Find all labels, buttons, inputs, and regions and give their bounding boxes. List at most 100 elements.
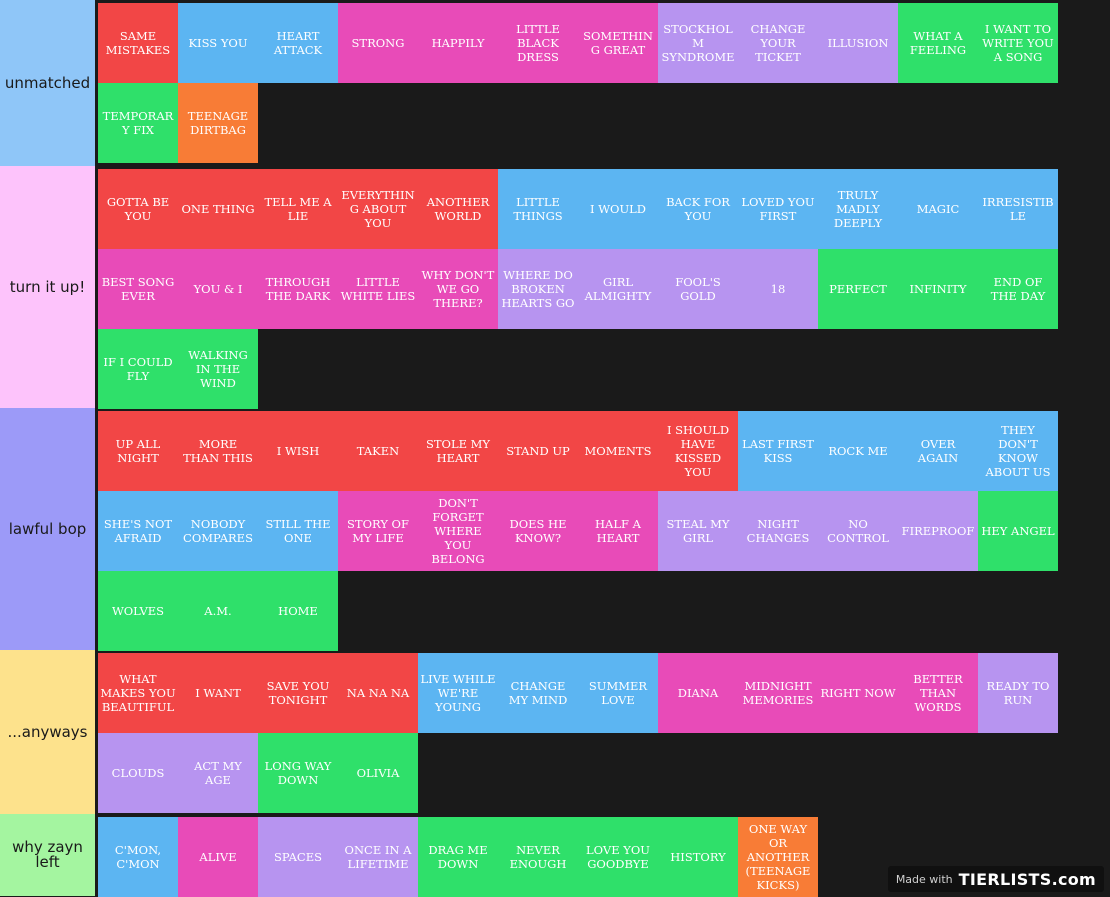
song-tile[interactable]: ONCE IN A LIFETIME	[338, 817, 418, 897]
song-tile[interactable]: UP ALL NIGHT	[98, 411, 178, 491]
song-tile[interactable]: SOMETHING GREAT	[578, 3, 658, 83]
song-tile[interactable]: WHERE DO BROKEN HEARTS GO	[498, 249, 578, 329]
song-tile[interactable]: KISS YOU	[178, 3, 258, 83]
song-tile[interactable]: BETTER THAN WORDS	[898, 653, 978, 733]
song-tile[interactable]: MORE THAN THIS	[178, 411, 258, 491]
song-tile[interactable]: ALIVE	[178, 817, 258, 897]
tier-label[interactable]: unmatched	[0, 0, 95, 166]
song-tile[interactable]: ANOTHER WORLD	[418, 169, 498, 249]
song-tile[interactable]: PERFECT	[818, 249, 898, 329]
song-tile[interactable]: 18	[738, 249, 818, 329]
song-tile[interactable]: RIGHT NOW	[818, 653, 898, 733]
song-tile[interactable]: WHAT A FEELING	[898, 3, 978, 83]
song-tile[interactable]: CHANGE YOUR TICKET	[738, 3, 818, 83]
song-tile[interactable]: SHE'S NOT AFRAID	[98, 491, 178, 571]
song-tile[interactable]: YOU & I	[178, 249, 258, 329]
song-tile[interactable]: STOLE MY HEART	[418, 411, 498, 491]
song-tile[interactable]: FIREPROOF	[898, 491, 978, 571]
song-tile[interactable]: LIVE WHILE WE'RE YOUNG	[418, 653, 498, 733]
song-tile[interactable]: TELL ME A LIE	[258, 169, 338, 249]
song-tile[interactable]: HEART ATTACK	[258, 3, 338, 83]
song-tile[interactable]: WOLVES	[98, 571, 178, 651]
song-tile[interactable]: WHAT MAKES YOU BEAUTIFUL	[98, 653, 178, 733]
song-tile[interactable]: SAME MISTAKES	[98, 3, 178, 83]
song-tile[interactable]: STRONG	[338, 3, 418, 83]
tier-items: WHAT MAKES YOU BEAUTIFUL I WANT SAVE YOU T…	[95, 650, 1110, 814]
song-tile[interactable]: I WISH	[258, 411, 338, 491]
song-tile[interactable]: HAPPILY	[418, 3, 498, 83]
song-tile[interactable]: STAND UP	[498, 411, 578, 491]
song-tile[interactable]: STOCKHOLM SYNDROME	[658, 3, 738, 83]
song-tile[interactable]: LOVE YOU GOODBYE	[578, 817, 658, 897]
song-tile[interactable]: BACK FOR YOU	[658, 169, 738, 249]
song-tile[interactable]: READY TO RUN	[978, 653, 1058, 733]
song-tile[interactable]: IF I COULD FLY	[98, 329, 178, 409]
song-tile[interactable]: DIANA	[658, 653, 738, 733]
song-tile[interactable]: NIGHT CHANGES	[738, 491, 818, 571]
song-tile[interactable]: IRRESISTIBLE	[978, 169, 1058, 249]
song-tile[interactable]: WHY DON'T WE GO THERE?	[418, 249, 498, 329]
song-tile[interactable]: CLOUDS	[98, 733, 178, 813]
song-tile[interactable]: GIRL ALMIGHTY	[578, 249, 658, 329]
song-tile[interactable]: LITTLE THINGS	[498, 169, 578, 249]
song-tile[interactable]: FOOL'S GOLD	[658, 249, 738, 329]
song-tile[interactable]: INFINITY	[898, 249, 978, 329]
song-tile[interactable]: LITTLE WHITE LIES	[338, 249, 418, 329]
song-tile[interactable]: MAGIC	[898, 169, 978, 249]
tier-label[interactable]: turn it up!	[0, 166, 95, 408]
song-tile[interactable]: THROUGH THE DARK	[258, 249, 338, 329]
song-tile[interactable]: ROCK ME	[818, 411, 898, 491]
song-tile[interactable]: BEST SONG EVER	[98, 249, 178, 329]
song-tile[interactable]: SUMMER LOVE	[578, 653, 658, 733]
song-tile[interactable]: DOES HE KNOW?	[498, 491, 578, 571]
song-tile[interactable]: I WANT	[178, 653, 258, 733]
song-tile[interactable]: ILLUSION	[818, 3, 898, 83]
song-tile[interactable]: MOMENTS	[578, 411, 658, 491]
tier-label[interactable]: ...anyways	[0, 650, 95, 814]
song-tile[interactable]: EVERYTHING ABOUT YOU	[338, 169, 418, 249]
song-tile[interactable]: GOTTA BE YOU	[98, 169, 178, 249]
song-tile[interactable]: I WOULD	[578, 169, 658, 249]
song-tile[interactable]: LAST FIRST KISS	[738, 411, 818, 491]
song-tile[interactable]: WALKING IN THE WIND	[178, 329, 258, 409]
song-tile[interactable]: STEAL MY GIRL	[658, 491, 738, 571]
song-tile[interactable]: HOME	[258, 571, 338, 651]
song-tile[interactable]: DON'T FORGET WHERE YOU BELONG	[418, 491, 498, 571]
song-tile[interactable]: NOBODY COMPARES	[178, 491, 258, 571]
song-tile[interactable]: HEY ANGEL	[978, 491, 1058, 571]
song-tile[interactable]: I SHOULD HAVE KISSED YOU	[658, 411, 738, 491]
song-tile[interactable]: MIDNIGHT MEMORIES	[738, 653, 818, 733]
song-tile[interactable]: NO CONTROL	[818, 491, 898, 571]
made-with-watermark[interactable]: Made with TIERLISTS.com	[887, 866, 1104, 892]
tier-label[interactable]: lawful bop	[0, 408, 95, 650]
song-tile[interactable]: OLIVIA	[338, 733, 418, 813]
song-tile[interactable]: STILL THE ONE	[258, 491, 338, 571]
song-tile[interactable]: ACT MY AGE	[178, 733, 258, 813]
song-tile[interactable]: NEVER ENOUGH	[498, 817, 578, 897]
song-tile[interactable]: END OF THE DAY	[978, 249, 1058, 329]
song-tile[interactable]: SPACES	[258, 817, 338, 897]
song-tile[interactable]: TEMPORARY FIX	[98, 83, 178, 163]
song-tile[interactable]: ONE THING	[178, 169, 258, 249]
song-tile[interactable]: LONG WAY DOWN	[258, 733, 338, 813]
song-tile[interactable]: CHANGE MY MIND	[498, 653, 578, 733]
song-tile[interactable]: STORY OF MY LIFE	[338, 491, 418, 571]
tier-label[interactable]: why zayn left	[0, 814, 95, 896]
song-tile[interactable]: HALF A HEART	[578, 491, 658, 571]
song-tile[interactable]: DRAG ME DOWN	[418, 817, 498, 897]
song-tile[interactable]: C'MON, C'MON	[98, 817, 178, 897]
song-tile[interactable]: A.M.	[178, 571, 258, 651]
song-tile[interactable]: SAVE YOU TONIGHT	[258, 653, 338, 733]
song-tile[interactable]: LITTLE BLACK DRESS	[498, 3, 578, 83]
song-tile[interactable]: NA NA NA	[338, 653, 418, 733]
song-tile[interactable]: HISTORY	[658, 817, 738, 897]
song-tile[interactable]: TEENAGE DIRTBAG	[178, 83, 258, 163]
song-tile[interactable]: TRULY MADLY DEEPLY	[818, 169, 898, 249]
song-tile[interactable]: TAKEN	[338, 411, 418, 491]
song-tile[interactable]: LOVED YOU FIRST	[738, 169, 818, 249]
song-tile[interactable]: I WANT TO WRITE YOU A SONG	[978, 3, 1058, 83]
song-tile[interactable]: OVER AGAIN	[898, 411, 978, 491]
song-tile[interactable]: ONE WAY OR ANOTHER (TEENAGE KICKS)	[738, 817, 818, 897]
song-tile[interactable]: THEY DON'T KNOW ABOUT US	[978, 411, 1058, 491]
